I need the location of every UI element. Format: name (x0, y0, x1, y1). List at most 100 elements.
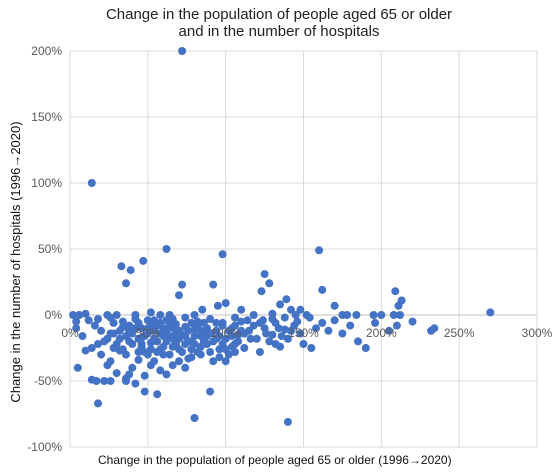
x-tick-label: 100% (210, 326, 241, 340)
data-point (206, 348, 215, 356)
data-point (274, 324, 283, 333)
data-point (209, 280, 218, 289)
data-point (394, 301, 403, 310)
data-point (287, 305, 295, 314)
y-tick-label: -50% (34, 374, 62, 388)
data-point (315, 246, 324, 255)
data-point (203, 332, 211, 341)
data-point (212, 318, 221, 327)
data-point (287, 326, 295, 335)
data-point (190, 340, 199, 348)
data-point (153, 337, 162, 346)
data-point (352, 311, 361, 319)
data-point (146, 345, 155, 354)
x-tick-label: 250% (444, 326, 475, 340)
data-point (72, 324, 81, 333)
data-point (146, 361, 155, 370)
data-point (190, 332, 199, 341)
data-point (131, 379, 140, 388)
data-point (231, 313, 239, 322)
data-point (109, 318, 118, 327)
data-point (125, 321, 134, 330)
data-point (385, 326, 394, 335)
y-tick-label: 100% (31, 176, 62, 190)
data-point (249, 311, 258, 319)
data-point (361, 344, 370, 352)
data-point (231, 348, 239, 356)
data-point (94, 399, 102, 408)
data-point (346, 321, 355, 330)
data-point (330, 301, 339, 310)
data-point (196, 326, 205, 335)
y-tick-label: 0% (45, 308, 63, 322)
data-point (178, 280, 187, 289)
data-point (87, 344, 96, 352)
data-point (115, 326, 124, 335)
data-point (137, 324, 146, 333)
data-point (94, 340, 102, 348)
data-point (265, 279, 274, 288)
data-point (140, 371, 149, 380)
data-point (168, 361, 177, 370)
y-tick-label: 50% (38, 242, 62, 256)
data-point (280, 313, 289, 322)
data-point (259, 316, 267, 325)
data-point (257, 287, 266, 296)
data-point (81, 346, 90, 355)
data-point (162, 316, 171, 325)
data-point (196, 350, 205, 359)
data-point (134, 334, 143, 343)
data-point (97, 326, 106, 335)
data-point (178, 348, 187, 356)
data-point (165, 332, 174, 341)
data-point (122, 279, 130, 288)
data-point (408, 317, 417, 326)
data-point (175, 291, 183, 300)
data-point (305, 313, 314, 322)
x-tick-label: 200% (366, 326, 397, 340)
data-point (371, 318, 380, 327)
chart-title: Change in the population of people aged … (0, 6, 558, 40)
data-point (296, 305, 305, 314)
y-tick-label: 150% (31, 110, 62, 124)
data-point (94, 315, 102, 323)
data-point (184, 337, 193, 346)
y-tick-label: -100% (27, 440, 62, 454)
data-point (260, 270, 269, 279)
data-point (78, 332, 87, 341)
data-point (293, 317, 302, 326)
data-point (268, 315, 277, 323)
data-point (190, 414, 199, 422)
x-axis-title: Change in the population of people aged … (98, 453, 452, 467)
data-point (377, 311, 386, 319)
data-point (168, 324, 177, 333)
data-point (125, 337, 134, 346)
data-point (178, 47, 187, 55)
data-point (221, 345, 230, 354)
data-point (103, 334, 112, 343)
data-point (486, 308, 495, 317)
data-point (109, 329, 118, 338)
x-tick-label: 0% (61, 326, 79, 340)
data-point (97, 350, 106, 359)
data-point (187, 353, 196, 362)
data-point (175, 326, 183, 335)
data-point (283, 334, 292, 343)
data-point (271, 340, 280, 348)
data-point (100, 377, 109, 385)
data-point (391, 287, 400, 296)
data-point (227, 332, 236, 341)
data-point (312, 324, 320, 333)
data-point (106, 357, 115, 366)
data-point (69, 311, 78, 319)
data-point (240, 344, 249, 352)
data-point (118, 345, 127, 354)
data-point (168, 315, 177, 323)
data-point (134, 355, 143, 364)
x-tick-label: 50% (136, 326, 160, 340)
data-point (106, 377, 115, 385)
data-point (118, 317, 127, 326)
data-point (265, 337, 274, 346)
data-point (175, 357, 183, 366)
data-point (140, 332, 149, 341)
